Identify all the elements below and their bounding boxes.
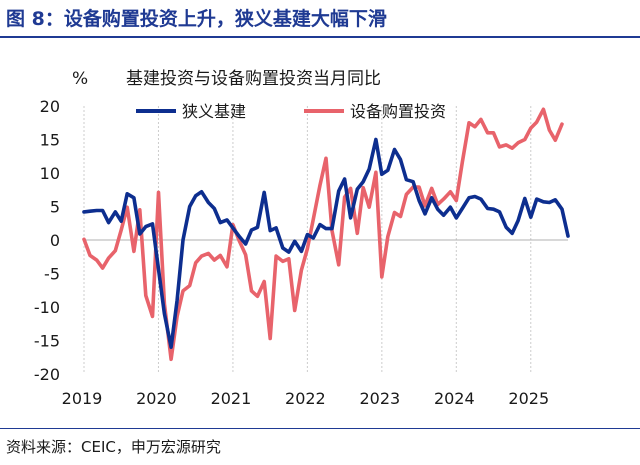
- y-tick-label: 5: [50, 198, 60, 217]
- legend: 狭义基建 设备购置投资: [136, 102, 446, 121]
- x-tick-label-2023: 2023: [359, 389, 400, 408]
- source-note: 资料来源：CEIC，申万宏源研究: [6, 438, 221, 456]
- y-tick-label: 20: [40, 97, 60, 116]
- x-tick-label-2022: 2022: [285, 389, 326, 408]
- x-tick-label-2021: 2021: [211, 389, 252, 408]
- x-tick-label-2019: 2019: [62, 389, 103, 408]
- y-tick-label: 10: [40, 164, 60, 183]
- y-axis-tick-labels: 20 15 10 5 0 -5 -10 -15 -20: [34, 97, 60, 384]
- x-axis-tick-labels: 2019 2020 2021 2022 2023 2024 2025: [62, 389, 549, 408]
- y-tick-label: -15: [34, 332, 60, 351]
- legend-label-infra: 狭义基建: [182, 102, 246, 121]
- chart-title: 基建投资与设备购置投资当月同比: [126, 69, 381, 89]
- y-tick-label: -10: [34, 298, 60, 317]
- x-tick-label-2025: 2025: [508, 389, 549, 408]
- source-rule: [0, 428, 640, 429]
- x-tick-label-2024: 2024: [434, 389, 475, 408]
- y-tick-label: -20: [34, 365, 60, 384]
- series-line-equipment: [82, 107, 564, 362]
- series-line-infra: [82, 137, 570, 349]
- legend-label-equipment: 设备购置投资: [350, 102, 446, 121]
- y-tick-label: 15: [40, 131, 60, 150]
- series-lines: [82, 107, 570, 362]
- y-axis-label: %: [72, 69, 88, 89]
- figure-title: 图 8：设备购置投资上升，狭义基建大幅下滑: [6, 8, 387, 30]
- y-tick-label: -5: [44, 265, 60, 284]
- x-tick-label-2020: 2020: [136, 389, 177, 408]
- title-rule: [0, 36, 640, 38]
- y-tick-label: 0: [50, 231, 60, 250]
